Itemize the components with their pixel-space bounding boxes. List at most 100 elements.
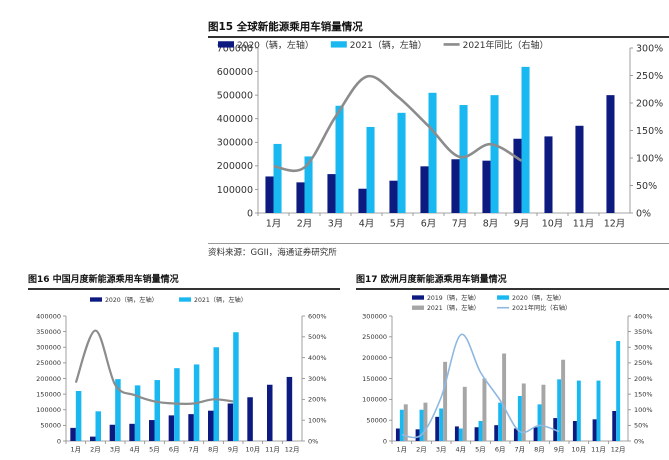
bar bbox=[420, 166, 429, 213]
bar bbox=[513, 428, 518, 441]
y-tick-label-left: 300000 bbox=[36, 344, 61, 352]
x-tick-label: 6月 bbox=[495, 446, 506, 454]
x-tick-label: 7月 bbox=[189, 446, 200, 454]
legend-swatch bbox=[412, 295, 424, 300]
y-tick-label-left: 50000 bbox=[40, 422, 61, 430]
x-tick-label: 2月 bbox=[416, 446, 427, 454]
y-tick-label-left: 0 bbox=[247, 208, 253, 219]
y-tick-label-right: 50% bbox=[636, 181, 657, 192]
x-tick-label: 9月 bbox=[514, 219, 530, 230]
x-tick-label: 1月 bbox=[266, 219, 282, 230]
bar bbox=[207, 410, 214, 441]
x-tick-label: 9月 bbox=[554, 446, 565, 454]
y-tick-label-right: 350% bbox=[634, 328, 653, 336]
chart-global-svg: 0 100000 200000 300000 400000 500000 600000 700… bbox=[217, 39, 663, 230]
bar bbox=[478, 421, 483, 441]
x-tick-label: 1月 bbox=[397, 446, 408, 454]
bar bbox=[70, 427, 76, 441]
legend-label: 2020（辆，左轴） bbox=[105, 296, 158, 304]
x-tick-label: 11月 bbox=[591, 446, 606, 454]
y-tick-label-left: 250000 bbox=[36, 359, 61, 367]
legend-swatch bbox=[330, 41, 347, 48]
series-line bbox=[401, 333, 560, 439]
bar bbox=[109, 424, 116, 441]
x-tick-label: 12月 bbox=[285, 446, 300, 454]
x-tick-label: 1月 bbox=[71, 446, 82, 454]
bar bbox=[557, 379, 562, 441]
y-tick-label-right: 300% bbox=[308, 375, 327, 383]
x-tick-label: 3月 bbox=[436, 446, 447, 454]
y-tick-label-left: 100000 bbox=[217, 185, 253, 196]
bar bbox=[454, 426, 459, 441]
y-tick-label-right: 150% bbox=[636, 126, 663, 137]
bar bbox=[403, 404, 408, 441]
y-tick-label-right: 200% bbox=[636, 98, 663, 109]
bar bbox=[358, 188, 367, 213]
bar bbox=[95, 411, 102, 441]
x-tick-label: 4月 bbox=[456, 446, 467, 454]
y-tick-label-left: 200000 bbox=[362, 354, 387, 362]
bar bbox=[247, 397, 253, 441]
bar bbox=[561, 359, 566, 441]
bar bbox=[498, 402, 503, 441]
bar bbox=[616, 341, 621, 441]
bar bbox=[482, 378, 487, 441]
y-tick-label-left: 200000 bbox=[217, 161, 253, 172]
y-tick-label-right: 400% bbox=[308, 354, 327, 362]
legend-label: 2021年同比（右轴） bbox=[463, 39, 549, 51]
bar bbox=[304, 156, 313, 213]
y-tick-label-right: 0% bbox=[308, 437, 318, 445]
bar bbox=[439, 408, 444, 441]
y-tick-label-left: 300000 bbox=[362, 312, 387, 320]
bar bbox=[521, 383, 526, 441]
legend-swatch bbox=[179, 297, 192, 302]
x-tick-label: 5月 bbox=[390, 219, 406, 230]
bar bbox=[213, 347, 220, 441]
bar bbox=[188, 414, 194, 441]
legend-label: 2021（辆，左轴） bbox=[427, 304, 480, 312]
y-tick-label-left: 300000 bbox=[217, 138, 253, 149]
bar bbox=[482, 160, 491, 213]
chart-title: 图16 中国月度新能源乘用车销量情况 bbox=[28, 272, 340, 290]
bar bbox=[154, 380, 161, 441]
bar bbox=[544, 136, 553, 213]
y-tick-label-left: 0 bbox=[383, 437, 387, 445]
bar bbox=[134, 385, 141, 441]
bar bbox=[227, 403, 234, 441]
y-tick-label-right: 50% bbox=[634, 422, 648, 430]
bar bbox=[129, 423, 135, 441]
y-tick-label-right: 250% bbox=[634, 359, 653, 367]
y-tick-label-left: 500000 bbox=[217, 90, 253, 101]
bar bbox=[397, 112, 406, 213]
bar bbox=[148, 420, 155, 441]
x-tick-label: 6月 bbox=[421, 219, 437, 230]
series-line bbox=[273, 74, 523, 172]
x-tick-label: 3月 bbox=[110, 446, 121, 454]
x-tick-label: 5月 bbox=[149, 446, 160, 454]
bar bbox=[572, 421, 577, 441]
x-tick-label: 2月 bbox=[297, 219, 313, 230]
bar bbox=[517, 396, 522, 441]
x-tick-label: 9月 bbox=[228, 446, 239, 454]
y-tick-label-right: 100% bbox=[308, 416, 327, 424]
bar bbox=[415, 429, 420, 441]
bar bbox=[265, 176, 274, 213]
chart-panel-china: 图16 中国月度新能源乘用车销量情况 0 50000 100000 150000 200… bbox=[28, 272, 340, 459]
legend-label: 2021（辆，左轴） bbox=[194, 296, 247, 304]
y-tick-label-right: 150% bbox=[634, 390, 653, 398]
bar bbox=[490, 95, 499, 213]
bar bbox=[592, 419, 597, 441]
y-tick-label-right: 400% bbox=[634, 312, 653, 320]
y-tick-label-left: 250000 bbox=[362, 333, 387, 341]
x-tick-label: 4月 bbox=[130, 446, 141, 454]
y-tick-label-right: 300% bbox=[634, 344, 653, 352]
y-tick-label-left: 100000 bbox=[36, 406, 61, 414]
x-tick-label: 8月 bbox=[483, 219, 499, 230]
bar bbox=[419, 409, 424, 441]
bar bbox=[537, 404, 542, 441]
bar bbox=[513, 138, 522, 213]
chart-europe-svg: 0 50000 100000 150000 200000 250000 300000 0% 50… bbox=[362, 294, 653, 454]
bar bbox=[115, 379, 121, 441]
x-tick-label: 12月 bbox=[604, 219, 626, 230]
bar bbox=[335, 105, 344, 213]
